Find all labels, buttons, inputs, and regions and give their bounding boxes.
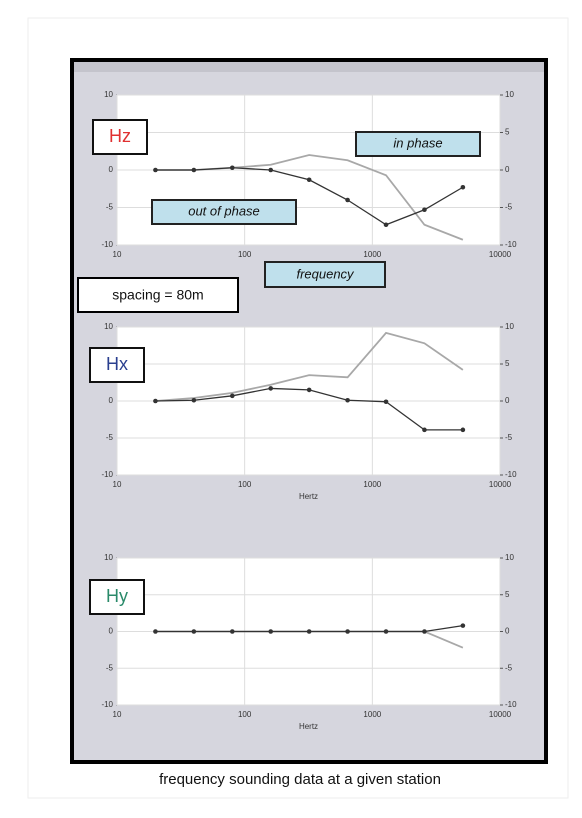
series-label: out of phase [188,203,260,218]
series-label: in phase [393,135,442,150]
y2-tick-label: -5 [505,433,513,442]
data-point [460,184,466,190]
y2-tick-label: 10 [505,553,514,562]
y-tick-label: 10 [104,322,113,331]
y2-tick-label: 5 [505,590,510,599]
frequency-box [264,261,386,288]
data-point [191,397,197,403]
data-point [306,629,312,634]
x-tick-label: 10000 [489,480,512,489]
spacing-box [77,277,239,313]
chart-title: Hx [106,354,128,374]
y-tick-label: -5 [106,203,114,212]
y-tick-label: -5 [106,433,114,442]
data-point [153,167,158,173]
x-tick-label: 1000 [363,480,381,489]
data-point [229,165,235,171]
data-point [229,393,235,399]
data-point [383,399,389,405]
series-line [155,331,464,402]
data-point [191,629,197,634]
y-tick-label: -10 [101,700,113,709]
y2-tick-label: -10 [505,240,517,249]
data-point [306,387,312,393]
y2-tick-label: 10 [505,90,514,99]
y2-tick-label: -10 [505,470,517,479]
data-point [460,623,466,628]
x-tick-label: 10000 [489,710,512,719]
x-tick-label: 100 [238,480,252,489]
y-tick-label: 0 [109,627,114,636]
y-tick-label: -10 [101,240,113,249]
data-point [422,207,427,213]
y-tick-label: -10 [101,470,113,479]
window-titlebar [74,62,544,72]
y2-tick-label: -10 [505,700,517,709]
chart-title: Hy [106,586,128,606]
x-tick-label: 1000 [363,250,381,259]
chart-title-box [89,579,145,615]
x-tick-label: 10000 [489,250,512,259]
data-point [268,386,274,391]
y2-tick-label: -5 [505,663,513,672]
y2-tick-label: -5 [505,203,513,212]
chart-title-box [89,347,145,383]
x-axis-label: Hertz [299,722,318,731]
data-point [345,629,350,634]
y-tick-label: -5 [106,663,114,672]
series-label-box [151,199,297,225]
data-point [229,629,235,634]
y-tick-label: 10 [104,553,113,562]
spacing-label: spacing = 80m [112,287,203,303]
data-point [268,167,274,173]
y2-tick-label: 0 [505,627,510,636]
data-point [345,197,350,203]
chart-title: Hz [109,126,131,146]
frequency-label: frequency [296,266,355,281]
x-tick-label: 1000 [363,710,381,719]
y2-tick-label: 10 [505,322,514,331]
y2-tick-label: 0 [505,165,510,174]
x-tick-label: 10 [113,710,122,719]
series-label-box [355,131,481,157]
data-point [345,397,350,403]
data-point [153,398,158,404]
x-tick-label: 100 [238,250,252,259]
caption: frequency sounding data at a given stati… [159,771,441,788]
y2-tick-label: 5 [505,128,510,137]
data-point [383,222,389,228]
data-point [306,177,312,183]
x-tick-label: 100 [238,710,252,719]
data-point [422,427,427,433]
data-point [460,427,466,433]
chart-title-box [92,119,148,155]
data-point [268,629,274,634]
y-tick-label: 10 [104,90,113,99]
x-tick-label: 10 [113,480,122,489]
data-point [191,167,197,173]
x-axis-label: Hertz [299,492,318,501]
y-tick-label: 0 [109,165,114,174]
data-point [422,629,427,634]
data-point [153,629,158,634]
y2-tick-label: 0 [505,396,510,405]
y2-tick-label: 5 [505,359,510,368]
y-tick-label: 0 [109,396,114,405]
data-point [383,629,389,634]
x-tick-label: 10 [113,250,122,259]
